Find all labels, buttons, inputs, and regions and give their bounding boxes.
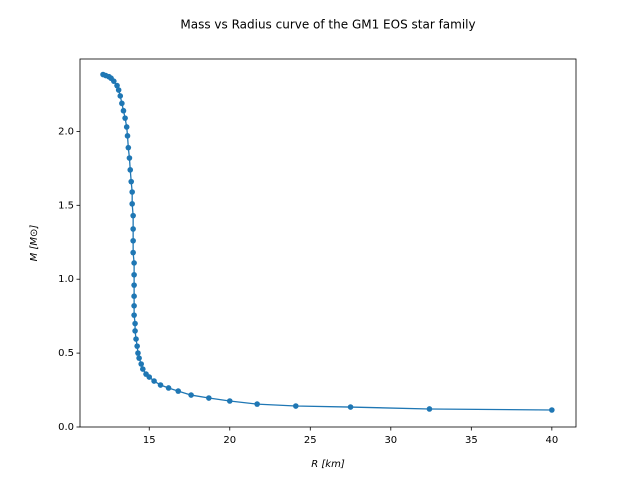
marker (206, 395, 212, 401)
marker (254, 401, 260, 407)
marker (165, 385, 172, 391)
marker (549, 407, 555, 413)
marker (130, 226, 136, 232)
marker (119, 100, 125, 107)
y-tick-label: 0.0 (58, 422, 74, 433)
marker (140, 366, 146, 372)
marker (129, 201, 135, 207)
marker (292, 403, 299, 409)
marker (111, 78, 117, 84)
marker (131, 293, 137, 300)
marker (146, 374, 153, 380)
marker (132, 328, 138, 334)
x-tick-label: 15 (143, 435, 156, 446)
marker (131, 282, 137, 288)
marker (130, 237, 136, 244)
marker (128, 178, 135, 185)
marker (133, 336, 139, 342)
x-tick-label: 40 (545, 435, 558, 446)
marker (157, 382, 164, 388)
marker (114, 82, 120, 89)
marker (127, 167, 134, 173)
y-tick-label: 1.0 (58, 274, 74, 285)
marker (347, 404, 354, 410)
marker (130, 249, 136, 256)
marker (129, 189, 135, 195)
marker (130, 212, 136, 219)
marker (122, 115, 128, 121)
marker (135, 350, 141, 356)
marker (124, 133, 131, 139)
y-tick-label: 2.0 (58, 126, 74, 137)
x-tick-label: 25 (304, 435, 317, 446)
chart-title: Mass vs Radius curve of the GM1 EOS star… (180, 18, 475, 32)
x-tick-label: 30 (384, 435, 397, 446)
y-tick-label: 0.5 (58, 348, 74, 359)
y-axis-label: M [M⊙] (29, 225, 40, 262)
x-tick-label: 35 (465, 435, 478, 446)
marker (138, 361, 144, 367)
plot-frame (79, 58, 577, 428)
marker (120, 107, 127, 114)
x-axis-label: R [km] (311, 459, 345, 470)
marker (131, 271, 137, 278)
y-tick-label: 1.5 (58, 200, 74, 211)
marker (226, 398, 233, 404)
marker (125, 144, 132, 151)
marker (123, 124, 130, 130)
marker (136, 355, 142, 361)
marker (131, 312, 137, 318)
marker (117, 93, 124, 99)
marker (175, 388, 182, 394)
marker (131, 303, 137, 309)
marker (151, 378, 157, 384)
marker (134, 343, 140, 349)
marker (131, 260, 137, 266)
marker (426, 406, 433, 412)
x-tick-label: 20 (223, 435, 236, 446)
marker (132, 320, 138, 327)
marker (188, 392, 194, 398)
marker (126, 155, 133, 161)
marker (115, 87, 122, 93)
